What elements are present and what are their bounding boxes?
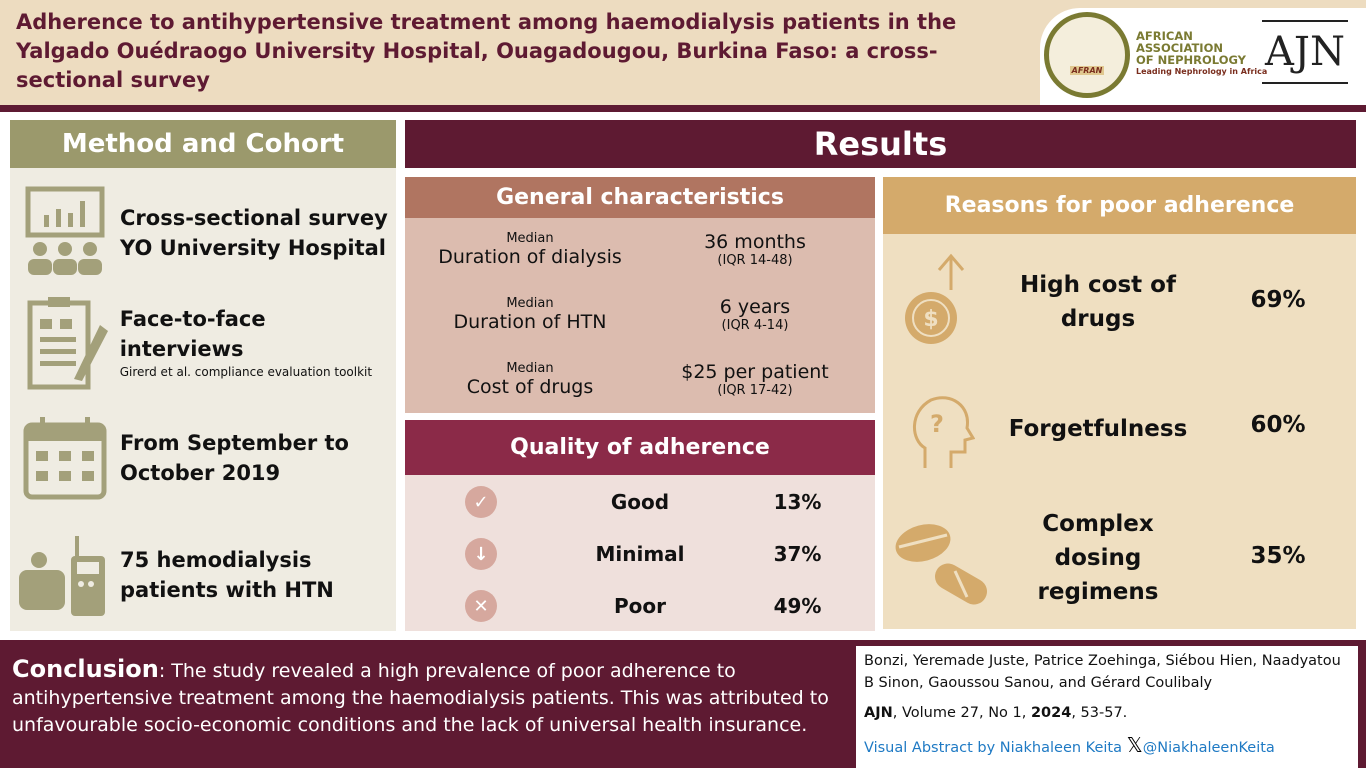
reason-row: $ High cost of drugs 69% <box>883 252 1356 344</box>
citation: AJN, Volume 27, No 1, 2024, 53-57. <box>864 705 1128 721</box>
reason-row: ? Forgetfulness 60% <box>883 392 1356 472</box>
x-logo-icon: 𝕏 <box>1126 733 1143 757</box>
general-row: Median Cost of drugs $25 per patient (IQR … <box>466 361 829 398</box>
svg-text:$: $ <box>923 307 938 332</box>
method-title: Method and Cohort <box>10 120 396 168</box>
reasons-title: Reasons for poor adherence <box>883 177 1356 234</box>
calendar-icon <box>10 415 120 500</box>
x-icon: ✕ <box>465 590 497 622</box>
check-icon: ✓ <box>465 486 497 518</box>
afran-logo: AFRAN <box>1044 12 1130 98</box>
quality-row: ↓ Minimal 37% <box>405 534 875 574</box>
logos: AFRAN AFRICAN ASSOCIATION OF NEPHROLOGY Le… <box>1040 8 1366 106</box>
dialysis-icon <box>10 530 120 620</box>
reason-row: Complex dosing regimens 35% <box>883 507 1356 617</box>
method-item: Face-to-face interviews Girerd et al. com… <box>10 292 396 392</box>
authors: Bonzi, Yeremade Juste, Patrice Zoehinga,… <box>864 653 1341 691</box>
afran-name: AFRICAN ASSOCIATION OF NEPHROLOGY Leading … <box>1136 29 1268 76</box>
chart-people-icon <box>10 185 120 280</box>
general-title: General characteristics <box>405 177 875 218</box>
ajn-logo: AJN <box>1262 20 1348 84</box>
method-item: 75 hemodialysis patients with HTN <box>10 525 396 625</box>
pills-icon <box>895 524 987 605</box>
credit: Visual Abstract by Niakhaleen Keita 𝕏@Ni… <box>864 733 1275 757</box>
svg-text:?: ? <box>930 410 944 438</box>
results-title: Results <box>405 120 1356 168</box>
page-title: Adherence to antihypertensive treatment … <box>16 10 957 92</box>
method-item: Cross-sectional survey YO University Hosp… <box>10 180 396 285</box>
dollar-coin-icon: $ <box>905 253 965 344</box>
general-row: Median Duration of dialysis 36 months (IQR… <box>438 231 806 268</box>
head-question-icon: ? <box>913 396 975 468</box>
quality-row: ✕ Poor 49% <box>405 586 875 626</box>
quality-panel: Quality of adherence ✓ Good 13% ↓ Minimal 37… <box>405 420 875 631</box>
clipboard-icon <box>10 295 120 390</box>
down-arrow-icon: ↓ <box>465 538 497 570</box>
method-item: From September to October 2019 <box>10 410 396 505</box>
divider <box>0 105 1366 112</box>
general-characteristics-panel: General characteristics Median Duration o… <box>405 177 875 413</box>
quality-title: Quality of adherence <box>405 420 875 475</box>
twitter-handle-link[interactable]: @NiakhaleenKeita <box>1142 740 1275 756</box>
method-panel: Method and Cohort Cross-sectional survey… <box>10 120 396 631</box>
conclusion: Conclusion: The study revealed a high pr… <box>0 640 848 768</box>
reference-box: Bonzi, Yeremade Juste, Patrice Zoehinga,… <box>848 640 1366 768</box>
quality-row: ✓ Good 13% <box>405 482 875 522</box>
reasons-panel: Reasons for poor adherence $ High cost o… <box>883 177 1356 629</box>
general-row: Median Duration of HTN 6 years (IQR 4-14) <box>453 296 791 333</box>
